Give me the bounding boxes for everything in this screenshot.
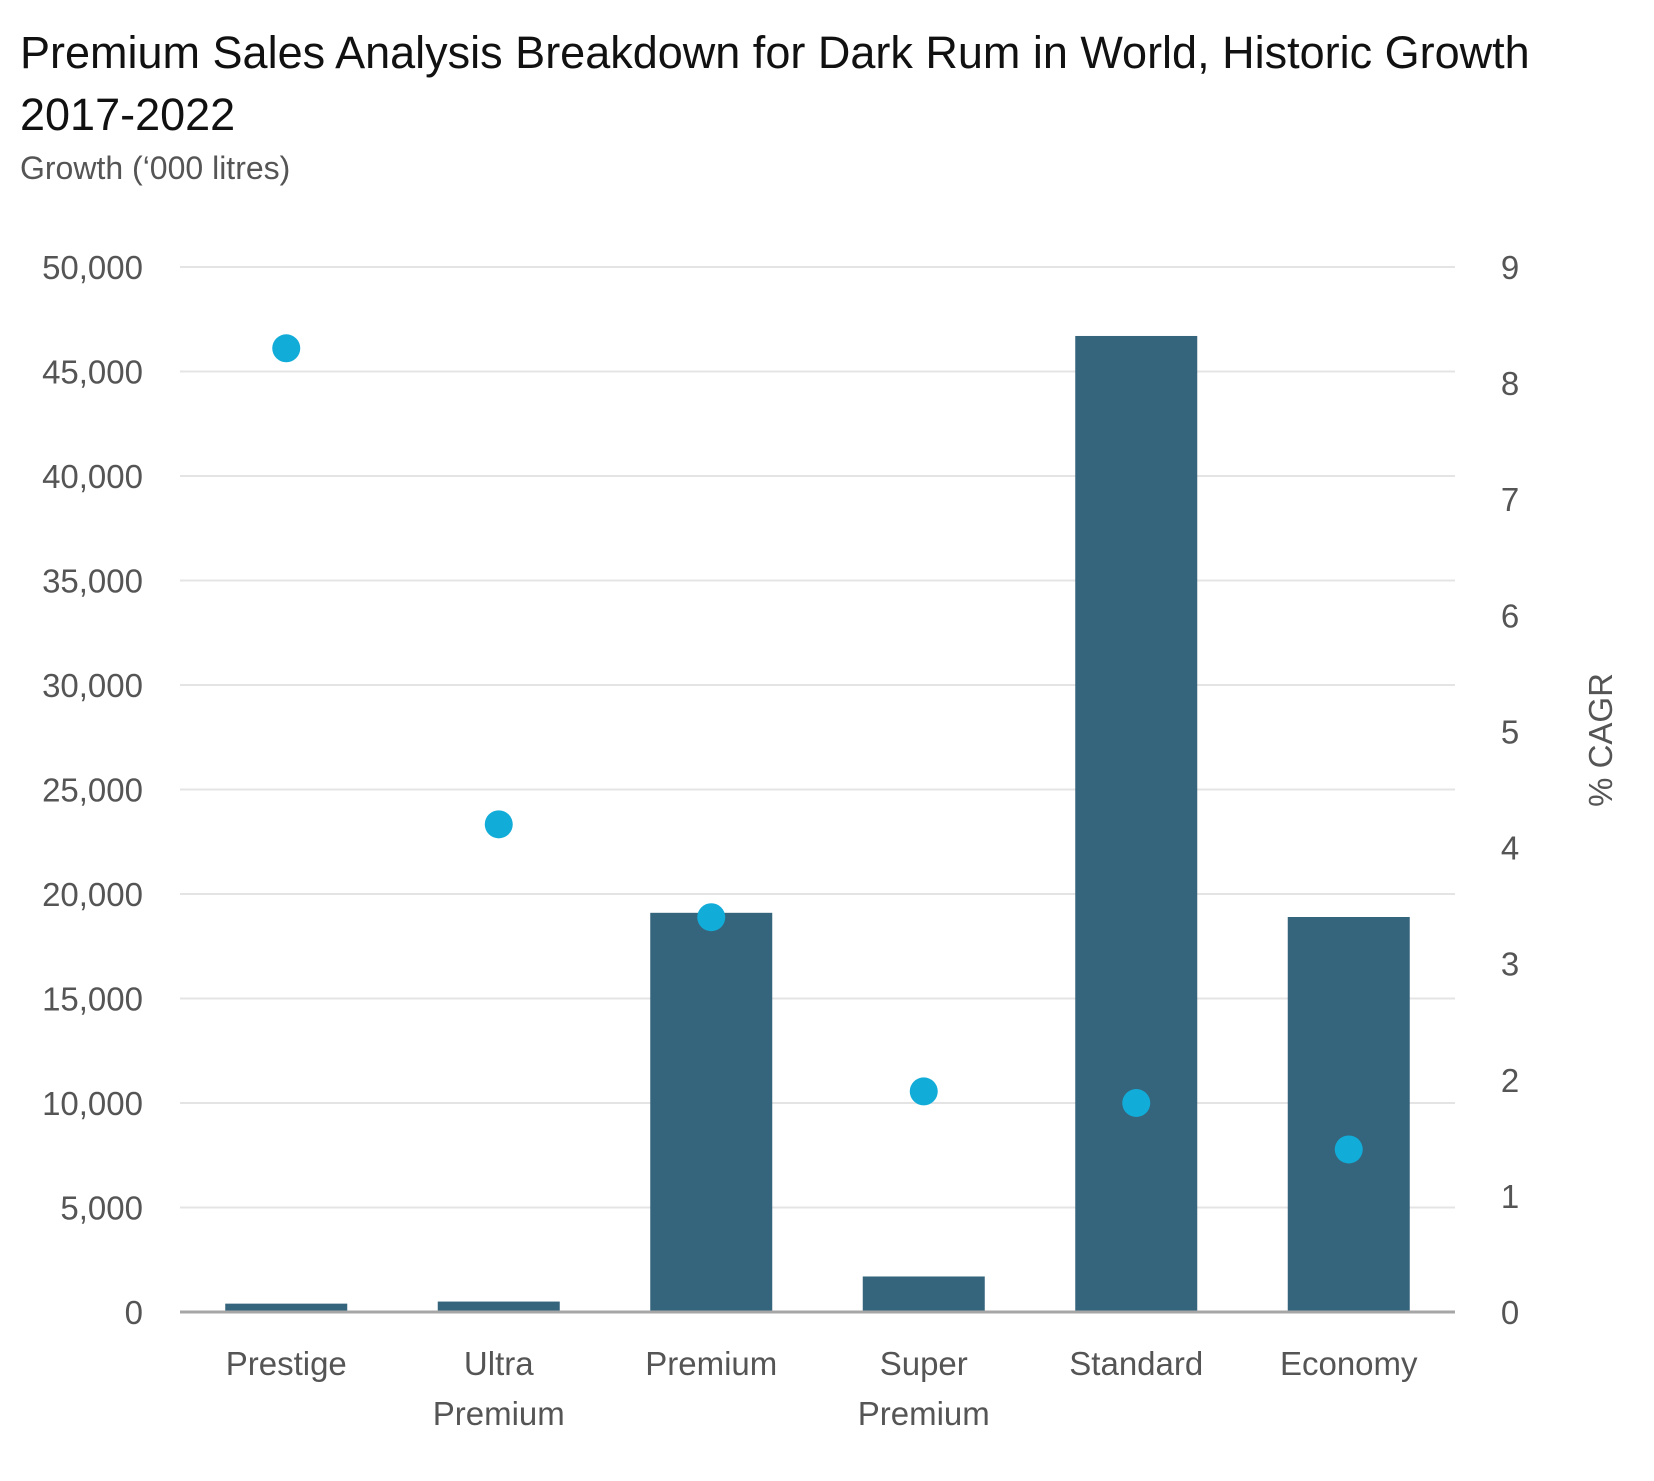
cagr-point <box>909 1077 938 1106</box>
bar <box>862 1276 985 1312</box>
right-axis-title: % CAGR <box>1582 673 1619 807</box>
cagr-point <box>1122 1089 1151 1117</box>
cagr-point <box>697 903 726 932</box>
bar <box>437 1301 560 1312</box>
left-axis-tick-label: 15,000 <box>42 981 143 1018</box>
bar <box>650 912 773 1312</box>
right-axis-tick-label: 9 <box>1501 249 1519 286</box>
gridlines <box>180 266 1455 1209</box>
chart-title: Premium Sales Analysis Breakdown for Dar… <box>20 27 1530 140</box>
right-axis-tick-label: 2 <box>1501 1062 1519 1099</box>
left-axis-tick-label: 5,000 <box>60 1190 143 1227</box>
cagr-point <box>1334 1135 1363 1164</box>
right-axis-tick-label: 3 <box>1501 946 1519 983</box>
bar <box>1287 916 1410 1312</box>
category-label: Standard <box>1069 1345 1203 1382</box>
left-axis-tick-label: 35,000 <box>42 563 143 600</box>
cagr-point <box>484 810 513 839</box>
left-axis-tick-label: 20,000 <box>42 876 143 913</box>
category-label: Premium <box>645 1345 777 1382</box>
category-label: Prestige <box>226 1345 347 1382</box>
right-axis-tick-label: 5 <box>1501 713 1519 750</box>
left-axis-tick-label: 40,000 <box>42 458 143 495</box>
left-axis-tick-label: 30,000 <box>42 667 143 704</box>
chart-subtitle: Growth (‘000 litres) <box>20 150 291 186</box>
category-label: Super Premium <box>858 1345 990 1432</box>
right-axis-tick-label: 0 <box>1501 1294 1519 1331</box>
left-axis-tick-label: 50,000 <box>42 249 143 286</box>
category-label: Economy <box>1280 1345 1418 1382</box>
left-axis-tick-label: 45,000 <box>42 354 143 391</box>
bar <box>1075 335 1198 1313</box>
right-axis-tick-label: 6 <box>1501 597 1519 634</box>
left-axis-tick-label: 10,000 <box>42 1085 143 1122</box>
category-labels: Prestige Ultra Premium Premium Super Premium S… <box>226 1345 1418 1432</box>
left-axis-ticks: 0 5,000 10,000 15,000 20,000 25,000 30,000 35,0… <box>42 249 143 1331</box>
bar <box>225 1303 348 1312</box>
left-axis-tick-label: 0 <box>125 1294 143 1331</box>
right-axis-tick-label: 1 <box>1501 1178 1519 1215</box>
right-axis-tick-label: 8 <box>1501 365 1519 402</box>
cagr-series <box>272 334 1363 1164</box>
right-axis-tick-label: 4 <box>1501 830 1519 867</box>
left-axis-tick-label: 25,000 <box>42 772 143 809</box>
category-label: Ultra Premium <box>433 1345 565 1432</box>
bar-series <box>225 335 1410 1313</box>
cagr-point <box>272 334 301 363</box>
right-axis-tick-label: 7 <box>1501 481 1519 518</box>
right-axis-ticks: 0 1 2 3 4 5 6 7 8 9 <box>1501 249 1519 1331</box>
